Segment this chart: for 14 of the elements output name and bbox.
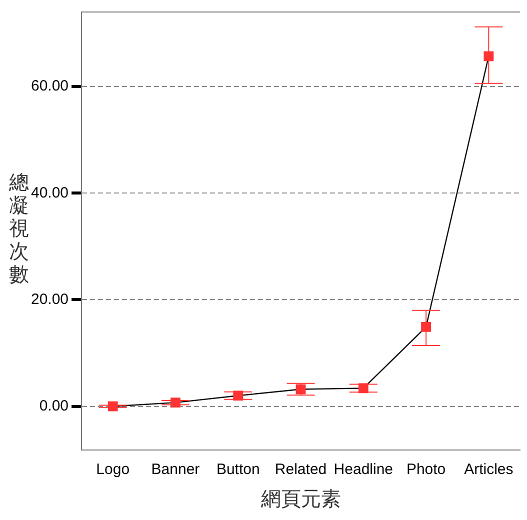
x-tick-label: Button <box>216 461 260 478</box>
y-tick-label: 0.00 <box>39 397 69 414</box>
y-tick-label: 40.00 <box>30 184 69 202</box>
x-tick-label: Photo <box>406 461 446 478</box>
x-tick-label: Headline <box>334 461 394 478</box>
y-axis-title: 總凝視次數 <box>8 172 30 287</box>
x-tick-label: Articles <box>464 461 514 478</box>
point <box>421 322 431 332</box>
x-tick-label: Related <box>274 461 327 478</box>
y-tick-label: 20.00 <box>30 290 69 308</box>
y-tick-label: 60.00 <box>30 78 69 95</box>
x-tick-label: Banner <box>151 461 200 478</box>
x-tick-label: Logo <box>96 461 130 478</box>
x-axis-title: 網頁元素 <box>260 488 341 511</box>
